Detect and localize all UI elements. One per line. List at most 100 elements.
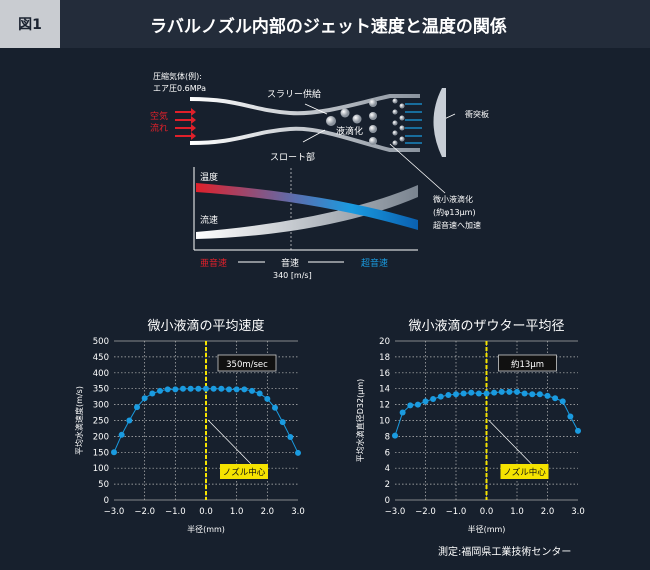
data-point	[256, 390, 263, 397]
y-tick-label: 18	[379, 353, 390, 363]
data-point	[126, 417, 133, 424]
data-point	[567, 413, 574, 420]
y-tick-label: 450	[93, 353, 109, 363]
x-tick-label: 0.0	[199, 507, 213, 517]
y-axis-label: 平均水滴速度(m/s)	[74, 386, 84, 455]
y-tick-label: 0	[385, 496, 390, 506]
annotation-box	[498, 354, 557, 372]
fine-label-2: (約φ13μm)	[433, 207, 476, 217]
data-point	[187, 385, 194, 392]
y-tick-label: 350	[93, 385, 109, 395]
y-tick-label: 12	[379, 401, 390, 411]
y-tick-label: 500	[93, 337, 109, 347]
x-tick-label: −2.0	[134, 507, 155, 517]
data-point	[422, 398, 429, 405]
x-tick-label: 2.0	[261, 507, 275, 517]
data-point	[233, 386, 240, 393]
center-label-box	[220, 464, 268, 479]
y-tick-label: 200	[93, 432, 109, 442]
y-tick-label: 300	[93, 401, 109, 411]
x-tick-label: 0.0	[480, 507, 494, 517]
air-flow-arrows	[175, 108, 196, 140]
droplets	[326, 98, 405, 146]
data-point	[195, 385, 202, 392]
data-point	[544, 392, 551, 399]
data-point	[111, 449, 117, 456]
gas-label-2: エア圧0.6MPa	[153, 84, 206, 93]
y-tick-label: 4	[385, 464, 390, 474]
figure-label: 図1	[0, 0, 60, 48]
data-point	[430, 396, 437, 403]
data-point	[475, 390, 482, 397]
page-title: ラバルノズル内部のジェット速度と温度の関係	[150, 17, 507, 37]
data-point	[399, 409, 406, 416]
y-tick-label: 0	[104, 496, 109, 506]
data-point	[468, 389, 475, 396]
subsonic-label: 亜音速	[200, 257, 227, 269]
impact-plate	[433, 88, 446, 157]
data-point	[295, 449, 301, 456]
data-point	[529, 391, 536, 398]
header-bar: 図1 ラバルノズル内部のジェット速度と温度の関係	[0, 0, 650, 48]
throat-label: スロート部	[270, 151, 315, 163]
center-label: ノズル中心	[503, 467, 546, 478]
data-point	[491, 389, 498, 396]
y-tick-label: 16	[379, 369, 390, 379]
data-point	[483, 390, 490, 397]
data-point	[210, 385, 217, 392]
data-point	[141, 395, 148, 402]
data-point	[164, 386, 171, 393]
center-pointer	[488, 419, 532, 465]
data-point	[226, 386, 232, 393]
y-tick-label: 10	[379, 417, 390, 427]
y-tick-label: 150	[93, 448, 109, 458]
data-point	[287, 434, 294, 441]
y-tick-label: 20	[379, 337, 390, 347]
fine-label-1: 微小液滴化	[433, 194, 473, 204]
x-axis-label: 半径(mm)	[187, 524, 225, 534]
data-point	[414, 401, 421, 408]
annotation-label: 約13μm	[511, 359, 544, 370]
data-point	[172, 386, 179, 393]
y-tick-label: 8	[385, 432, 390, 442]
slurry-label: スラリー供給	[267, 88, 321, 100]
data-point	[498, 388, 505, 395]
x-tick-label: −1.0	[446, 507, 467, 517]
data-point	[272, 404, 278, 411]
x-tick-label: −1.0	[165, 507, 186, 517]
fine-label-3: 超音速へ加速	[433, 220, 481, 230]
x-tick-label: 3.0	[571, 507, 585, 517]
data-point	[453, 391, 459, 398]
x-tick-label: −3.0	[104, 507, 125, 517]
temperature-label: 温度	[200, 171, 218, 183]
nozzle-lower-wall	[189, 126, 420, 152]
data-point	[445, 392, 452, 399]
velocity-chart: 微小液滴の平均速度 0 50 100 150 200 250 300 350 400 450 500 −…	[74, 318, 305, 534]
data-point	[521, 390, 528, 397]
data-point	[559, 398, 566, 405]
data-point	[407, 402, 414, 409]
y-tick-label: 50	[98, 480, 109, 490]
data-point	[552, 395, 559, 402]
x-tick-label: 3.0	[291, 507, 305, 517]
y-tick-label: 100	[93, 464, 109, 474]
x-tick-label: −2.0	[415, 507, 436, 517]
chart-title: 微小液滴の平均速度	[147, 318, 264, 334]
x-tick-label: −3.0	[385, 507, 406, 517]
data-point	[203, 385, 209, 392]
data-point	[536, 391, 543, 398]
y-tick-label: 2	[385, 480, 390, 490]
source-credit: 測定:福岡県工業技術センター	[438, 547, 572, 558]
data-point	[279, 419, 286, 426]
data-point	[506, 388, 513, 395]
annotation-box	[217, 354, 277, 372]
y-axis-label: 平均水滴直径D32(μm)	[355, 379, 365, 462]
data-point	[249, 387, 255, 394]
data-point	[149, 390, 156, 397]
sonic-value: 340 [m/s]	[273, 271, 312, 280]
impact-plate-label: 衝突板	[465, 109, 489, 119]
flow-speed-label: 流速	[200, 214, 218, 226]
nozzle-upper-wall	[189, 94, 420, 116]
data-point	[392, 432, 398, 439]
supersonic-label: 超音速	[361, 257, 388, 269]
